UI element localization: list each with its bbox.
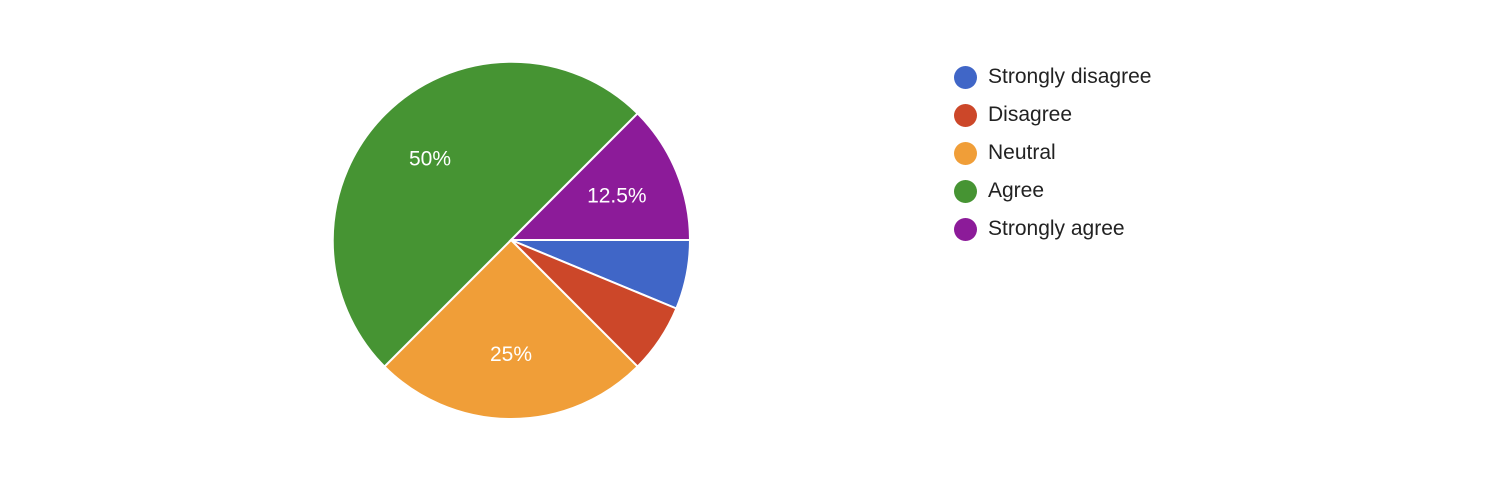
legend-label-neutral: Neutral	[988, 141, 1056, 164]
legend-item-strongly-disagree[interactable]: Strongly disagree	[954, 58, 1151, 96]
chart-legend: Strongly disagree Disagree Neutral Agree…	[954, 58, 1151, 248]
legend-swatch-strongly-agree	[954, 217, 977, 241]
pie-slice-label-agree: 50%	[409, 147, 451, 170]
legend-swatch-disagree	[954, 103, 977, 127]
legend-swatch-agree	[954, 179, 977, 203]
legend-item-disagree[interactable]: Disagree	[954, 96, 1151, 134]
legend-swatch-neutral	[954, 141, 977, 165]
pie-slice-agree[interactable]	[331, 60, 639, 368]
legend-item-neutral[interactable]: Neutral	[954, 134, 1151, 172]
legend-item-strongly-agree[interactable]: Strongly agree	[954, 210, 1151, 248]
pie-slice-label-strongly-agree: 12.5%	[587, 185, 647, 208]
pie-slice-labels: 25% 50% 12.5%	[409, 147, 647, 366]
legend-item-agree[interactable]: Agree	[954, 172, 1151, 210]
pie-slice-label-neutral: 25%	[490, 343, 532, 366]
legend-label-strongly-disagree: Strongly disagree	[988, 65, 1152, 88]
pie-slice-neutral[interactable]	[383, 238, 639, 420]
legend-swatch-strongly-disagree	[954, 65, 977, 89]
pie-slices	[331, 60, 692, 420]
legend-label-agree: Agree	[988, 179, 1045, 202]
legend-label-strongly-agree: Strongly agree	[988, 217, 1125, 240]
pie-slice-strongly-agree[interactable]	[508, 112, 692, 241]
legend-label-disagree: Disagree	[988, 103, 1073, 126]
